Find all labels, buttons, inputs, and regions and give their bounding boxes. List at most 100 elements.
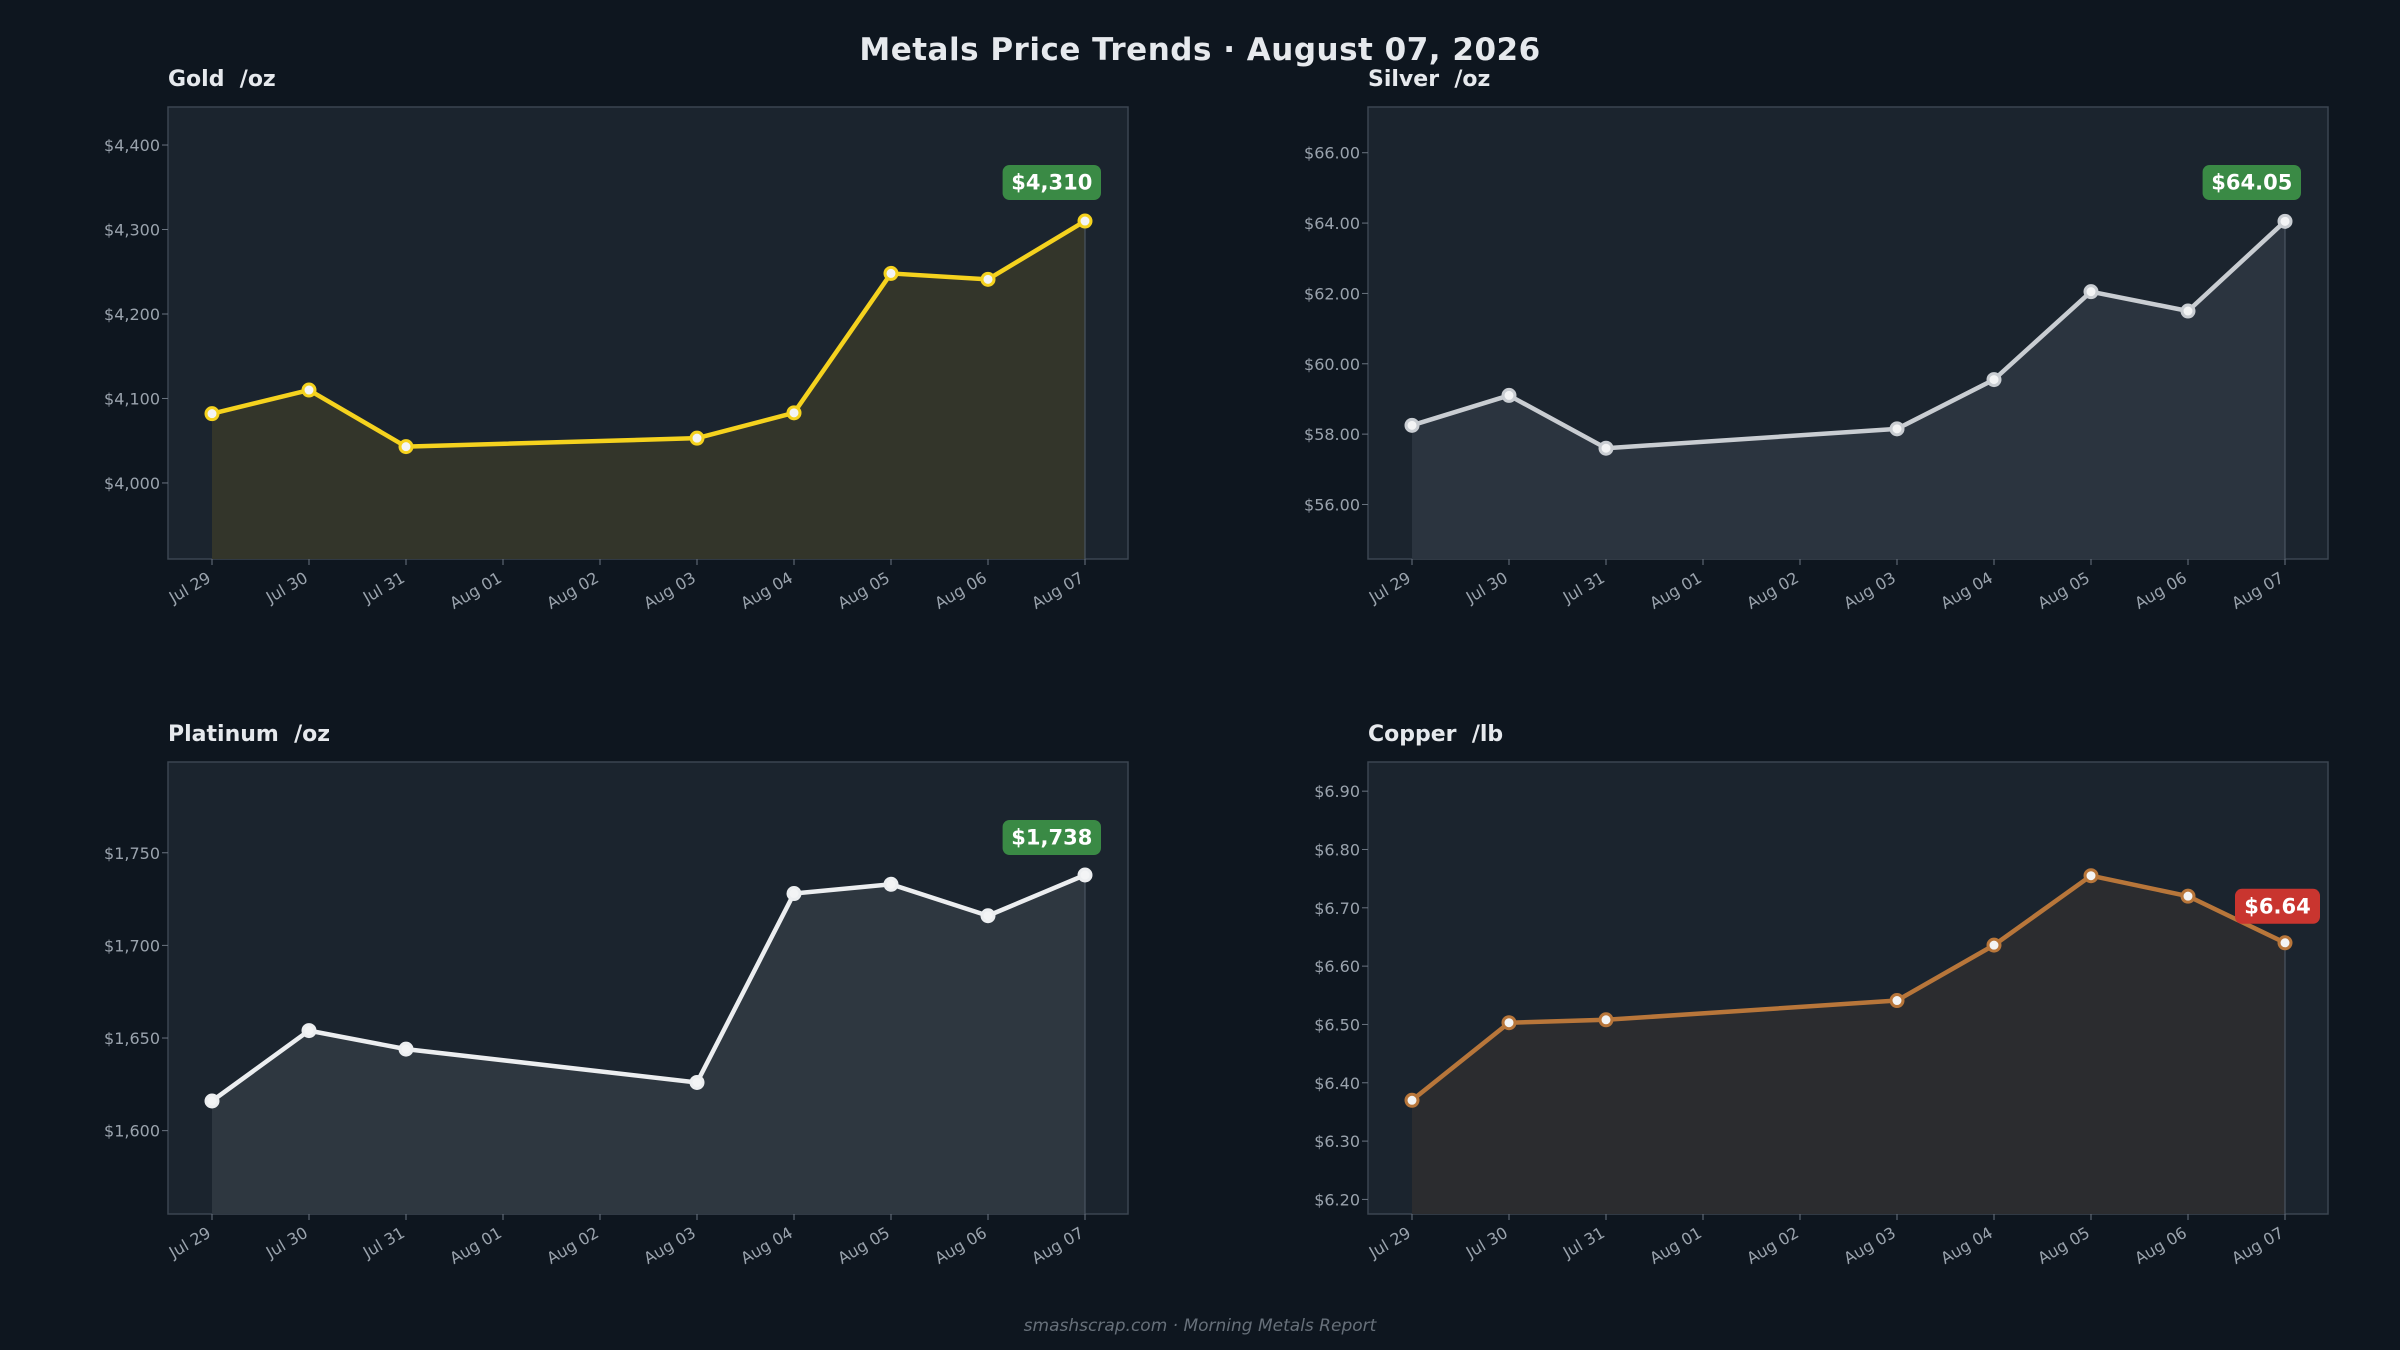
data-point (398, 1041, 414, 1057)
price-badge-label: $1,738 (1011, 826, 1092, 850)
y-tick-label: $6.90 (1314, 782, 1360, 801)
series-area (212, 221, 1085, 559)
chart-panel-platinum: Platinum /oz $1,600 $1,650 $1,700 $1,750 Jul… (104, 722, 1129, 1268)
series-area (1412, 221, 2285, 559)
y-tick-label: $60.00 (1304, 355, 1360, 374)
y-tick-label: $4,000 (104, 474, 160, 493)
x-tick-label: Jul 29 (1365, 1223, 1414, 1262)
data-point (2277, 213, 2293, 229)
data-point (980, 908, 996, 924)
x-tick-label: Aug 02 (1743, 1223, 1802, 1268)
data-point (883, 265, 899, 281)
footer-credit: smashscrap.com · Morning Metals Report (1023, 1316, 1377, 1336)
x-tick-label: Jul 31 (359, 1223, 408, 1262)
y-tick-label: $4,200 (104, 305, 160, 324)
y-tick-label: $6.30 (1314, 1132, 1360, 1151)
data-point (2083, 868, 2099, 884)
data-point (2083, 284, 2099, 300)
x-tick-label: Aug 04 (737, 568, 796, 613)
data-point (786, 886, 802, 902)
x-tick-label: Aug 06 (2131, 568, 2190, 613)
data-point (1501, 387, 1517, 403)
data-point (1077, 867, 1093, 883)
chart-panel-copper: Copper /lb $6.20 $6.30 $6.40 $6.50 $6.60 $6.7… (1314, 722, 2329, 1268)
data-point (2180, 888, 2196, 904)
x-tick-label: Jul 29 (165, 1223, 214, 1262)
x-tick-label: Jul 31 (359, 568, 408, 607)
data-point (1889, 993, 1905, 1009)
x-tick-label: Aug 03 (1840, 568, 1899, 613)
x-tick-label: Jul 29 (1365, 568, 1414, 607)
chart-panel-gold: Gold /oz $4,000 $4,100 $4,200 $4,300 $4,400 J… (104, 67, 1129, 613)
series-area (1412, 875, 2285, 1214)
price-badge (1002, 165, 1101, 200)
data-point (204, 1093, 220, 1109)
data-point (786, 405, 802, 421)
series-line (1409, 219, 2288, 451)
data-point (1404, 1092, 1420, 1108)
x-tick-label: Aug 05 (834, 1223, 893, 1268)
x-tick-label: Aug 07 (1028, 568, 1087, 613)
chart-title: Gold /oz (168, 67, 276, 92)
y-tick-label: $6.60 (1314, 957, 1360, 976)
series-line (209, 872, 1088, 1104)
x-tick-label: Aug 01 (446, 568, 505, 613)
data-point (689, 430, 705, 446)
data-point (1598, 440, 1614, 456)
x-tick-label: Jul 30 (262, 568, 311, 607)
x-tick-label: Aug 05 (2034, 1223, 2093, 1268)
x-tick-label: Jul 30 (262, 1223, 311, 1262)
x-tick-label: Jul 29 (165, 568, 214, 607)
price-badge (1002, 820, 1101, 855)
y-tick-label: $6.20 (1314, 1190, 1360, 1209)
y-tick-label: $4,300 (104, 221, 160, 240)
data-point (1404, 417, 1420, 433)
y-tick-label: $4,100 (104, 389, 160, 408)
y-tick-label: $1,650 (104, 1029, 160, 1048)
data-point (1889, 421, 1905, 437)
series-area (212, 875, 1085, 1214)
data-point (398, 439, 414, 455)
x-tick-label: Jul 31 (1559, 1223, 1608, 1262)
data-point (1077, 213, 1093, 229)
data-point (301, 1023, 317, 1039)
x-tick-label: Aug 05 (834, 568, 893, 613)
chart-title: Copper /lb (1368, 722, 1503, 747)
y-tick-label: $1,750 (104, 844, 160, 863)
data-point (301, 382, 317, 398)
x-tick-label: Aug 01 (1646, 1223, 1705, 1268)
data-point (1501, 1015, 1517, 1031)
chart-panel-silver: Silver /oz $56.00 $58.00 $60.00 $62.00 $64.0… (1304, 67, 2329, 613)
x-tick-label: Aug 02 (543, 1223, 602, 1268)
y-tick-label: $6.40 (1314, 1074, 1360, 1093)
y-tick-label: $64.00 (1304, 214, 1360, 233)
x-tick-label: Aug 07 (2228, 1223, 2287, 1268)
data-point (1986, 937, 2002, 953)
y-tick-label: $6.80 (1314, 840, 1360, 859)
page-title: Metals Price Trends · August 07, 2026 (859, 32, 1541, 68)
price-badge-label: $6.64 (2244, 894, 2310, 918)
x-tick-label: Aug 02 (543, 568, 602, 613)
chart-title: Platinum /oz (168, 722, 330, 747)
price-badge-label: $4,310 (1011, 171, 1092, 195)
data-point (1598, 1012, 1614, 1028)
x-tick-label: Aug 07 (1028, 1223, 1087, 1268)
y-tick-label: $62.00 (1304, 284, 1360, 303)
x-tick-label: Jul 31 (1559, 568, 1608, 607)
x-tick-label: Aug 01 (446, 1223, 505, 1268)
y-tick-label: $56.00 (1304, 495, 1360, 514)
x-tick-label: Aug 06 (931, 568, 990, 613)
x-tick-label: Aug 07 (2228, 568, 2287, 613)
data-point (689, 1074, 705, 1090)
data-point (980, 271, 996, 287)
y-tick-label: $66.00 (1304, 144, 1360, 163)
x-tick-label: Aug 04 (1937, 568, 1996, 613)
x-tick-label: Aug 06 (2131, 1223, 2190, 1268)
price-badge-label: $64.05 (2211, 171, 2292, 195)
y-tick-label: $1,700 (104, 936, 160, 955)
y-tick-label: $6.70 (1314, 899, 1360, 918)
price-badge (2202, 165, 2301, 200)
data-point (883, 876, 899, 892)
data-point (2277, 935, 2293, 951)
